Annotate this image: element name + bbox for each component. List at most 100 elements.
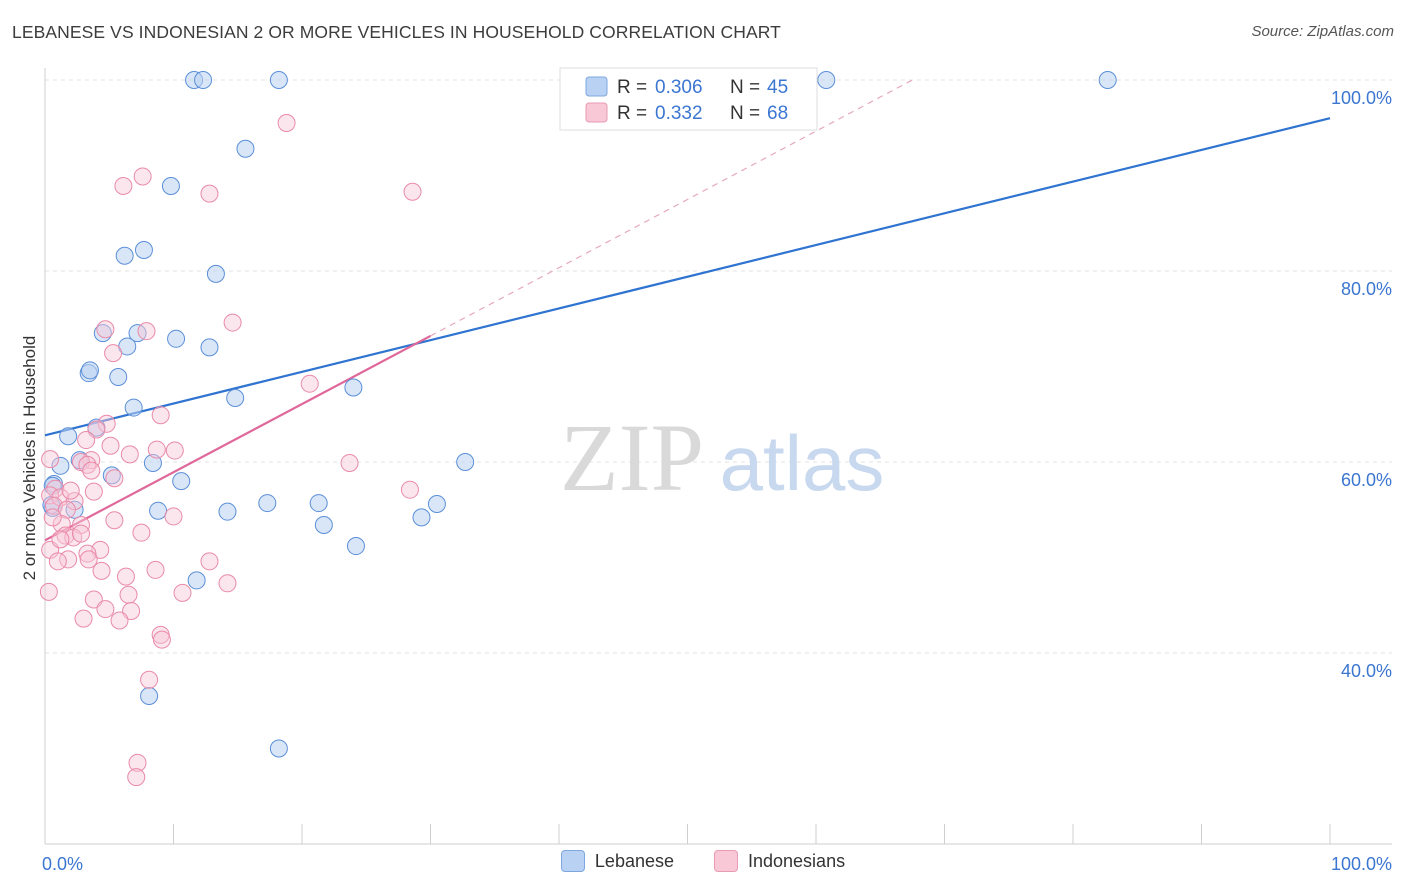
indonesians-point xyxy=(119,585,138,604)
indonesians-point xyxy=(105,511,124,530)
indonesians-point xyxy=(71,524,90,543)
indonesians-point xyxy=(104,344,123,363)
axes xyxy=(44,68,1392,845)
watermark: ZIP atlas xyxy=(560,404,884,511)
indonesians-point xyxy=(79,550,98,569)
lebanese-point xyxy=(109,368,128,387)
legend-n-value-1: 45 xyxy=(767,77,788,98)
indonesians-point xyxy=(97,414,116,433)
lebanese-point xyxy=(1098,71,1117,89)
lebanese-point xyxy=(269,739,288,758)
indonesians-point xyxy=(147,440,166,459)
indonesians-point xyxy=(137,322,156,341)
lebanese-point xyxy=(124,398,143,417)
indonesians-point xyxy=(151,406,170,425)
indonesians-point xyxy=(165,441,184,460)
indonesians-point xyxy=(77,431,96,450)
indonesians-point xyxy=(74,609,93,628)
lebanese-point xyxy=(346,537,365,556)
stats-legend: R = 0.306 N = 45 R = 0.332 N = 68 xyxy=(559,67,818,131)
legend-r-label-2: R = xyxy=(617,103,647,124)
legend-item-lebanese: Lebanese xyxy=(560,850,674,872)
lebanese-point xyxy=(412,508,431,527)
lebanese-point xyxy=(140,686,159,705)
indonesians-point xyxy=(400,480,419,499)
indonesians-point xyxy=(84,590,103,609)
indonesians-point xyxy=(164,507,183,526)
indonesians-point xyxy=(39,582,58,601)
indonesians-point xyxy=(140,670,159,689)
indonesians-point xyxy=(152,630,171,649)
lebanese-point xyxy=(258,494,277,513)
lebanese-point xyxy=(194,71,213,89)
source-label: Source: ZipAtlas.com xyxy=(1251,23,1394,40)
indonesians-point xyxy=(200,184,219,203)
indonesians-point xyxy=(300,374,319,393)
indonesians-point xyxy=(146,560,165,579)
lebanese-point xyxy=(115,246,134,265)
lebanese-point xyxy=(134,240,153,259)
indonesians-point xyxy=(52,515,71,534)
chart-title: LEBANESE VS INDONESIAN 2 OR MORE VEHICLE… xyxy=(12,22,781,42)
indonesians-trend-extension xyxy=(430,79,913,337)
legend-r-label-1: R = xyxy=(617,77,647,98)
y-tick-label: 100.0% xyxy=(1331,88,1392,108)
indonesians-point xyxy=(277,113,296,132)
indonesians-point xyxy=(61,481,80,500)
indonesians-point xyxy=(96,320,115,339)
lebanese-point xyxy=(143,453,162,472)
indonesians-point xyxy=(173,583,192,602)
indonesians-point xyxy=(57,500,76,519)
lebanese-point xyxy=(817,71,836,89)
lebanese-point xyxy=(309,494,328,513)
y-tick-label: 80.0% xyxy=(1341,279,1392,299)
indonesians-point xyxy=(132,523,151,542)
legend-swatch-indonesians xyxy=(585,102,608,123)
indonesians-point xyxy=(223,313,242,332)
gridlines xyxy=(45,79,1392,654)
lebanese-point xyxy=(128,324,147,343)
indonesians-point xyxy=(200,552,219,571)
x-tick-label-start: 0.0% xyxy=(42,854,83,874)
lebanese-point xyxy=(236,139,255,158)
lebanese-trend-line xyxy=(44,117,1331,437)
series-legend: Lebanese Indonesians xyxy=(0,850,1406,872)
lebanese-point xyxy=(218,502,237,521)
data-points xyxy=(39,71,1117,787)
indonesians-point xyxy=(340,453,359,472)
y-tick-label: 60.0% xyxy=(1341,470,1392,490)
indonesians-point xyxy=(41,450,60,469)
legend-swatch-lebanese xyxy=(585,76,608,97)
lebanese-point xyxy=(149,501,168,520)
legend-label-indonesians: Indonesians xyxy=(748,850,846,871)
indonesians-point xyxy=(84,482,103,501)
indonesians-point xyxy=(82,461,101,480)
y-tick-label: 40.0% xyxy=(1341,661,1392,681)
indonesians-point xyxy=(101,436,120,455)
lebanese-point xyxy=(206,264,225,283)
x-tick-label-end: 100.0% xyxy=(1331,854,1392,874)
trend-lines xyxy=(44,79,1331,542)
lebanese-point xyxy=(314,516,333,535)
indonesians-point xyxy=(133,167,152,186)
legend-item-indonesians: Indonesians xyxy=(714,850,845,872)
indonesians-point xyxy=(48,552,67,571)
indonesians-point xyxy=(116,567,135,586)
indonesians-point xyxy=(218,574,237,593)
watermark-atlas: atlas xyxy=(720,419,885,507)
lebanese-point xyxy=(161,177,180,196)
indonesians-point xyxy=(105,469,124,488)
lebanese-point xyxy=(167,329,186,348)
lebanese-point xyxy=(200,338,219,357)
indonesians-point xyxy=(122,601,141,620)
indonesians-trend-line xyxy=(44,334,432,542)
lebanese-point xyxy=(344,378,363,397)
lebanese-point xyxy=(427,495,446,514)
indonesians-point xyxy=(110,611,129,630)
indonesians-point xyxy=(78,544,97,563)
legend-n-label-1: N = xyxy=(730,77,760,98)
indonesians-point xyxy=(51,530,70,549)
legend-n-value-2: 68 xyxy=(767,103,788,124)
lebanese-point xyxy=(80,361,99,380)
